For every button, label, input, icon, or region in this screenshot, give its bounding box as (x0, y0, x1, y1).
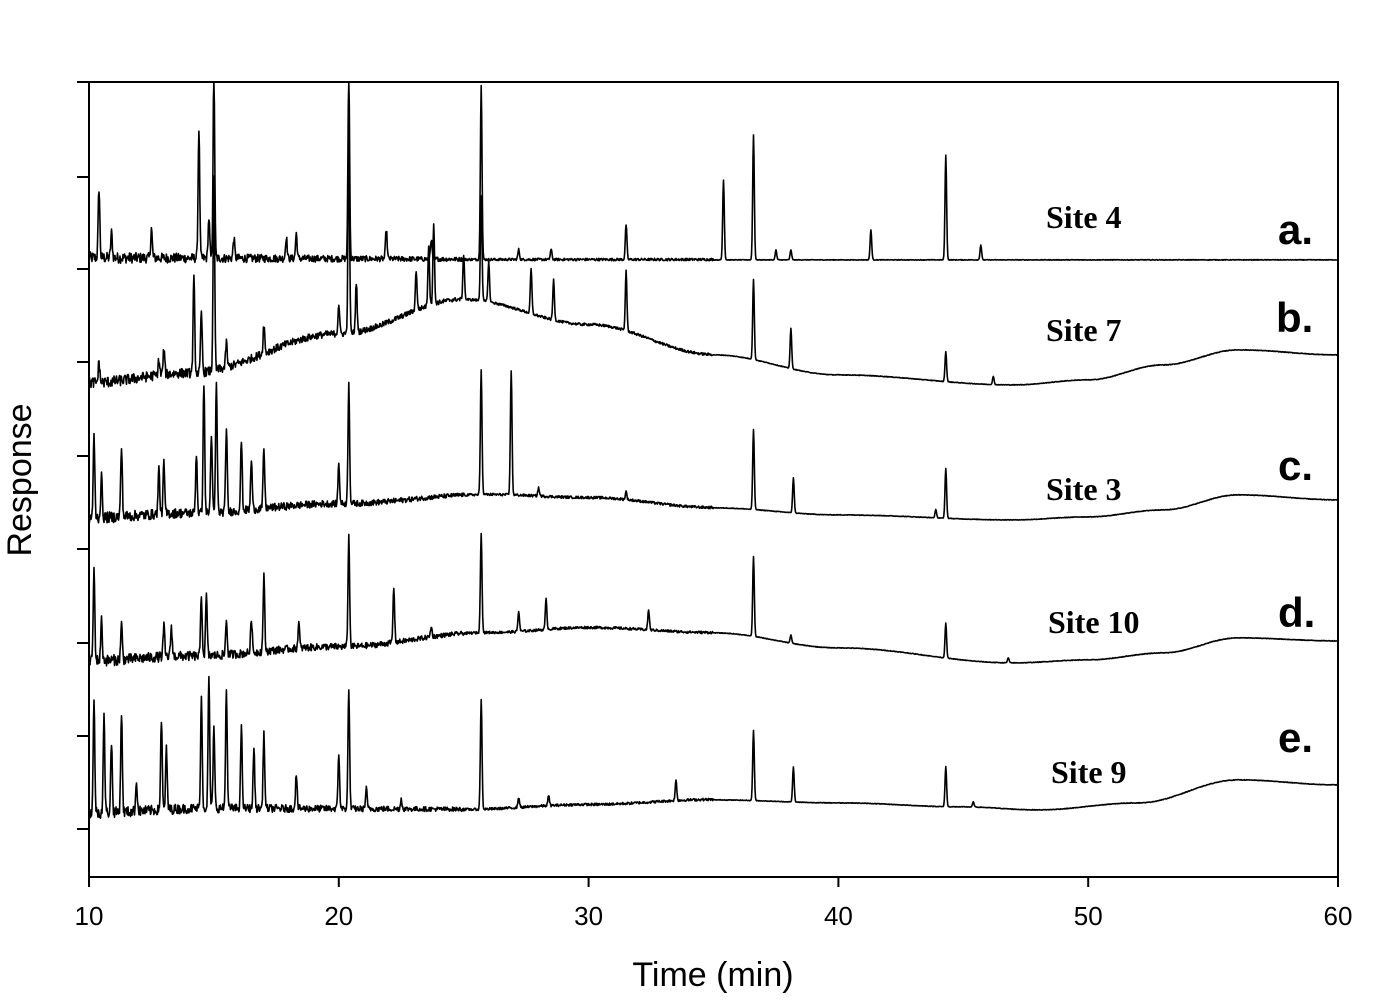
x-tick-label: 40 (824, 901, 853, 931)
chromatogram-trace (88, 140, 1339, 389)
chromatogram-trace (88, 369, 1339, 524)
x-tick-label: 30 (574, 901, 603, 931)
x-tick-label: 10 (75, 901, 104, 931)
series-panel-letter: a. (1278, 206, 1313, 253)
series-site-label: Site 10 (1048, 604, 1140, 640)
chromatogram-trace (88, 81, 1339, 264)
x-axis-ticks: 10 20 30 40 50 60 (75, 877, 1353, 931)
series-panel-letter: c. (1278, 442, 1313, 489)
chromatogram-trace (88, 532, 1339, 667)
x-axis-title: Time (min) (632, 956, 793, 994)
y-axis-title: Response (1, 403, 39, 556)
series-labels: Site 4 a. Site 7 b. Site 3 c. Site 10 d. Site 9 e… (1046, 199, 1315, 790)
series-site-label: Site 4 (1046, 199, 1122, 235)
series-site-label: Site 7 (1046, 312, 1122, 348)
y-axis-ticks (77, 81, 89, 830)
series-panel-letter: d. (1278, 589, 1315, 636)
series-panel-letter: b. (1276, 294, 1313, 341)
chromatogram-traces (88, 81, 1339, 819)
plot-frame (88, 81, 1339, 878)
chromatogram-trace (88, 675, 1339, 819)
series-site-label: Site 3 (1046, 471, 1122, 507)
series-panel-letter: e. (1278, 714, 1313, 761)
x-tick-label: 20 (324, 901, 353, 931)
series-site-label: Site 9 (1051, 754, 1127, 790)
x-tick-label: 60 (1324, 901, 1353, 931)
x-tick-label: 50 (1074, 901, 1103, 931)
